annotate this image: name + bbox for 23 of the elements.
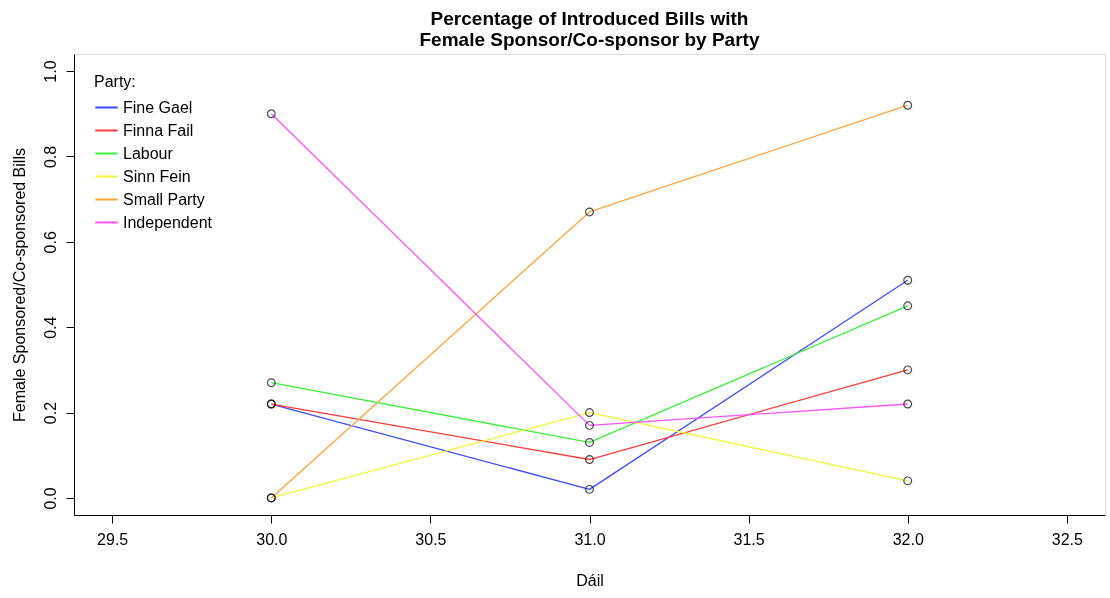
y-tick-label: 0.2 (41, 401, 59, 425)
x-tick-label: 30.0 (256, 530, 288, 548)
x-tick-label: 29.5 (97, 530, 129, 548)
y-tick-label: 0.4 (41, 316, 59, 339)
y-axis-title: Female Sponsored/Co-sponsored Bills (10, 148, 28, 422)
legend-label: Labour (123, 144, 174, 162)
x-tick-label: 30.5 (415, 530, 447, 548)
legend-label: Finna Fail (123, 121, 194, 139)
legend-label: Independent (123, 213, 213, 231)
x-tick-label: 32.0 (892, 530, 924, 548)
legend-label: Fine Gael (123, 98, 193, 116)
x-tick-label: 32.5 (1051, 530, 1083, 548)
x-tick-label: 31.5 (733, 530, 765, 548)
y-tick-label: 1.0 (41, 60, 59, 83)
legend-label: Sinn Fein (123, 167, 191, 185)
x-axis-title: Dáil (576, 571, 604, 589)
legend-title: Party: (94, 73, 136, 90)
y-tick-label: 0.6 (41, 231, 59, 254)
y-tick-label: 0.0 (41, 487, 59, 510)
chart-title: Percentage of Introduced Bills with Female Sponsor/Co-sponsor by Party (419, 8, 760, 50)
y-tick-label: 0.8 (41, 145, 59, 169)
x-tick-label: 31.0 (574, 530, 606, 548)
legend-label: Small Party (123, 190, 205, 208)
